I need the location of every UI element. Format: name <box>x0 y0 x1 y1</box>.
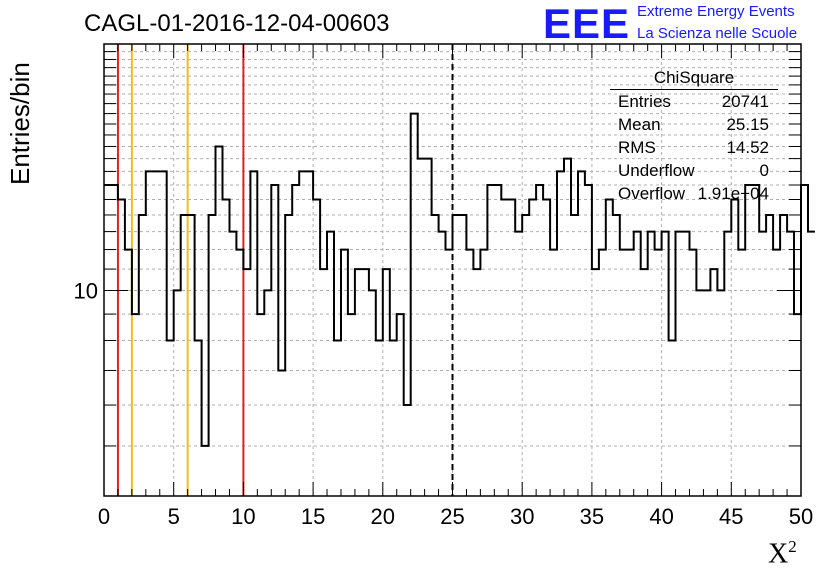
y-tick-label: 10 <box>74 278 98 303</box>
stats-value: 14.52 <box>726 138 769 157</box>
stats-value: 0 <box>759 161 769 180</box>
stats-title: ChiSquare <box>610 67 778 90</box>
stats-row-rms: RMS 14.52 <box>610 136 778 159</box>
x-tick-label: 40 <box>649 504 673 529</box>
stats-row-underflow: Underflow 0 <box>610 159 778 182</box>
x-tick-label: 30 <box>510 504 534 529</box>
x-tick-label: 35 <box>580 504 604 529</box>
x-axis-label: X2 <box>768 537 797 570</box>
logo-subtitle-1: Extreme Energy Events <box>637 3 795 20</box>
x-tick-label: 0 <box>98 504 110 529</box>
stats-label: Underflow <box>618 161 695 180</box>
x-tick-label: 10 <box>231 504 255 529</box>
stats-value: 1.91e+04 <box>697 184 769 203</box>
axis-ticks <box>103 43 802 497</box>
stats-row-mean: Mean 25.15 <box>610 113 778 136</box>
x-tick-label: 25 <box>440 504 464 529</box>
x-tick-label: 5 <box>168 504 180 529</box>
stats-box: ChiSquare Entries 20741 Mean 25.15 RMS 1… <box>610 67 778 205</box>
x-tick-label: 15 <box>301 504 325 529</box>
stats-row-overflow: Overflow 1.91e+04 <box>610 182 778 205</box>
stats-label: RMS <box>618 138 656 157</box>
stats-value: 25.15 <box>726 115 769 134</box>
logo-subtitle-2: La Scienza nelle Scuole <box>637 25 798 42</box>
chart-title: CAGL-01-2016-12-04-00603 <box>84 10 390 37</box>
stats-label: Entries <box>618 92 671 111</box>
stats-value: 20741 <box>721 92 769 111</box>
x-tick-label: 45 <box>719 504 743 529</box>
axis-tick-labels: 0 5 10 15 20 25 30 35 40 45 50 10 <box>74 278 814 529</box>
histogram-series <box>104 112 815 447</box>
stats-label: Mean <box>618 115 661 134</box>
x-tick-label: 20 <box>371 504 395 529</box>
stats-label: Overflow <box>618 184 686 203</box>
x-tick-label: 50 <box>789 504 813 529</box>
stats-row-entries: Entries 20741 <box>610 90 778 113</box>
eee-logo: EEE <box>543 0 631 47</box>
y-axis-label: Entries/bin <box>5 62 35 185</box>
